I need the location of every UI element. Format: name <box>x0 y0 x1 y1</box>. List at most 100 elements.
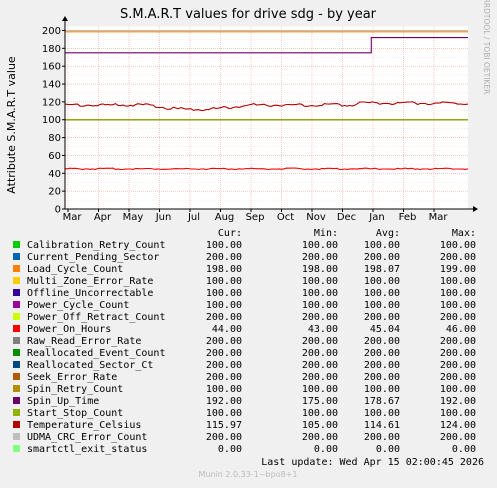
legend-max-11: 200.00 <box>440 372 476 383</box>
legend-min-6: 200.00 <box>302 312 338 323</box>
legend-max-4: 100.00 <box>440 288 476 299</box>
legend-swatch-1 <box>13 253 20 260</box>
legend-swatch-12 <box>13 385 20 392</box>
legend-min-11: 200.00 <box>302 372 338 383</box>
x-tick-label-0: Mar <box>63 212 83 223</box>
x-tick-label-1: Apr <box>94 212 112 223</box>
legend-cur-5: 100.00 <box>206 300 242 311</box>
legend-max-12: 100.00 <box>440 384 476 395</box>
x-tick-label-6: Sep <box>246 212 265 223</box>
legend-avg-16: 200.00 <box>364 432 400 443</box>
legend-cur-3: 100.00 <box>206 276 242 287</box>
legend-max-8: 200.00 <box>440 336 476 347</box>
series-line-spin-up-time <box>65 37 468 54</box>
legend-min-0: 100.00 <box>302 240 338 251</box>
y-tick-label-5: 100 <box>42 115 61 126</box>
y-tick-label-3: 60 <box>48 151 61 162</box>
legend-avg-8: 200.00 <box>364 336 400 347</box>
legend: Cur: Min: Avg: Max: Calibration_Retry_Count 1… <box>13 228 476 455</box>
legend-min-16: 200.00 <box>302 432 338 443</box>
legend-swatch-4 <box>13 289 20 296</box>
legend-avg-0: 100.00 <box>364 240 400 251</box>
legend-swatch-13 <box>13 397 20 404</box>
y-axis-label: Attribute S.M.A.R.T value <box>5 56 18 194</box>
legend-cur-14: 100.00 <box>206 408 242 419</box>
series-line-temperature-celsius <box>64 101 469 112</box>
legend-avg-14: 100.00 <box>364 408 400 419</box>
legend-name-14: Start_Stop_Count <box>27 408 123 419</box>
legend-avg-13: 178.67 <box>364 396 400 407</box>
legend-min-7: 43.00 <box>308 324 338 335</box>
legend-max-13: 192.00 <box>440 396 476 407</box>
legend-min-8: 200.00 <box>302 336 338 347</box>
legend-max-3: 100.00 <box>440 276 476 287</box>
legend-header-max: Max: <box>452 228 476 239</box>
legend-name-6: Power_Off_Retract_Count <box>27 312 165 323</box>
legend-max-14: 100.00 <box>440 408 476 419</box>
legend-cur-0: 100.00 <box>206 240 242 251</box>
legend-min-9: 200.00 <box>302 348 338 359</box>
legend-max-17: 0.00 <box>452 444 476 455</box>
legend-max-10: 200.00 <box>440 360 476 371</box>
legend-name-9: Reallocated_Event_Count <box>27 348 165 359</box>
legend-name-17: smartctl_exit_status <box>27 444 147 455</box>
legend-min-14: 100.00 <box>302 408 338 419</box>
munin-version: Munin 2.0.33-1~bpo8+1 <box>199 470 298 479</box>
legend-swatch-0 <box>13 241 20 248</box>
y-tick-label-4: 80 <box>48 133 61 144</box>
legend-cur-9: 200.00 <box>206 348 242 359</box>
legend-swatch-3 <box>13 277 20 284</box>
y-tick-label-8: 160 <box>42 62 61 73</box>
legend-cur-15: 115.97 <box>206 420 242 431</box>
legend-header-avg: Avg: <box>376 228 400 239</box>
legend-name-2: Load_Cycle_Count <box>27 264 123 275</box>
y-tick-label-2: 40 <box>48 169 61 180</box>
legend-max-6: 200.00 <box>440 312 476 323</box>
y-tick-label-7: 140 <box>42 80 61 91</box>
legend-avg-3: 100.00 <box>364 276 400 287</box>
last-update: Last update: Wed Apr 15 02:00:45 2026 <box>261 457 484 468</box>
chart-title: S.M.A.R.T values for drive sdg - by year <box>120 7 377 22</box>
legend-cur-4: 100.00 <box>206 288 242 299</box>
grid <box>65 26 468 210</box>
legend-avg-12: 100.00 <box>364 384 400 395</box>
legend-avg-15: 114.61 <box>364 420 400 431</box>
y-tick-label-9: 180 <box>42 44 61 55</box>
legend-cur-10: 200.00 <box>206 360 242 371</box>
legend-cur-2: 198.00 <box>206 264 242 275</box>
legend-max-5: 100.00 <box>440 300 476 311</box>
legend-swatch-8 <box>13 337 20 344</box>
legend-swatch-2 <box>13 265 20 272</box>
legend-max-16: 200.00 <box>440 432 476 443</box>
y-tick-label-10: 200 <box>42 26 61 37</box>
legend-name-0: Calibration_Retry_Count <box>27 240 165 251</box>
legend-swatch-17 <box>13 445 20 452</box>
legend-max-1: 200.00 <box>440 252 476 263</box>
legend-avg-9: 200.00 <box>364 348 400 359</box>
legend-name-8: Raw_Read_Error_Rate <box>27 336 141 347</box>
legend-cur-12: 100.00 <box>206 384 242 395</box>
legend-name-3: Multi_Zone_Error_Rate <box>27 276 153 287</box>
legend-max-9: 200.00 <box>440 348 476 359</box>
legend-name-1: Current_Pending_Sector <box>27 252 159 263</box>
x-tick-label-9: Dec <box>337 212 356 223</box>
legend-cur-13: 192.00 <box>206 396 242 407</box>
legend-cur-11: 200.00 <box>206 372 242 383</box>
legend-max-15: 124.00 <box>440 420 476 431</box>
x-tick-label-10: Jan <box>368 212 384 223</box>
legend-avg-5: 100.00 <box>364 300 400 311</box>
legend-avg-17: 0.00 <box>376 444 400 455</box>
legend-name-16: UDMA_CRC_Error_Count <box>27 432 147 443</box>
legend-cur-6: 200.00 <box>206 312 242 323</box>
legend-swatch-11 <box>13 373 20 380</box>
y-tick-label-1: 20 <box>48 187 61 198</box>
x-tick-label-7: Oct <box>277 212 294 223</box>
legend-min-10: 200.00 <box>302 360 338 371</box>
legend-header-cur: Cur: <box>218 228 242 239</box>
legend-cur-16: 200.00 <box>206 432 242 443</box>
legend-avg-2: 198.07 <box>364 264 400 275</box>
legend-avg-10: 200.00 <box>364 360 400 371</box>
series-lines <box>64 29 469 210</box>
legend-max-0: 100.00 <box>440 240 476 251</box>
